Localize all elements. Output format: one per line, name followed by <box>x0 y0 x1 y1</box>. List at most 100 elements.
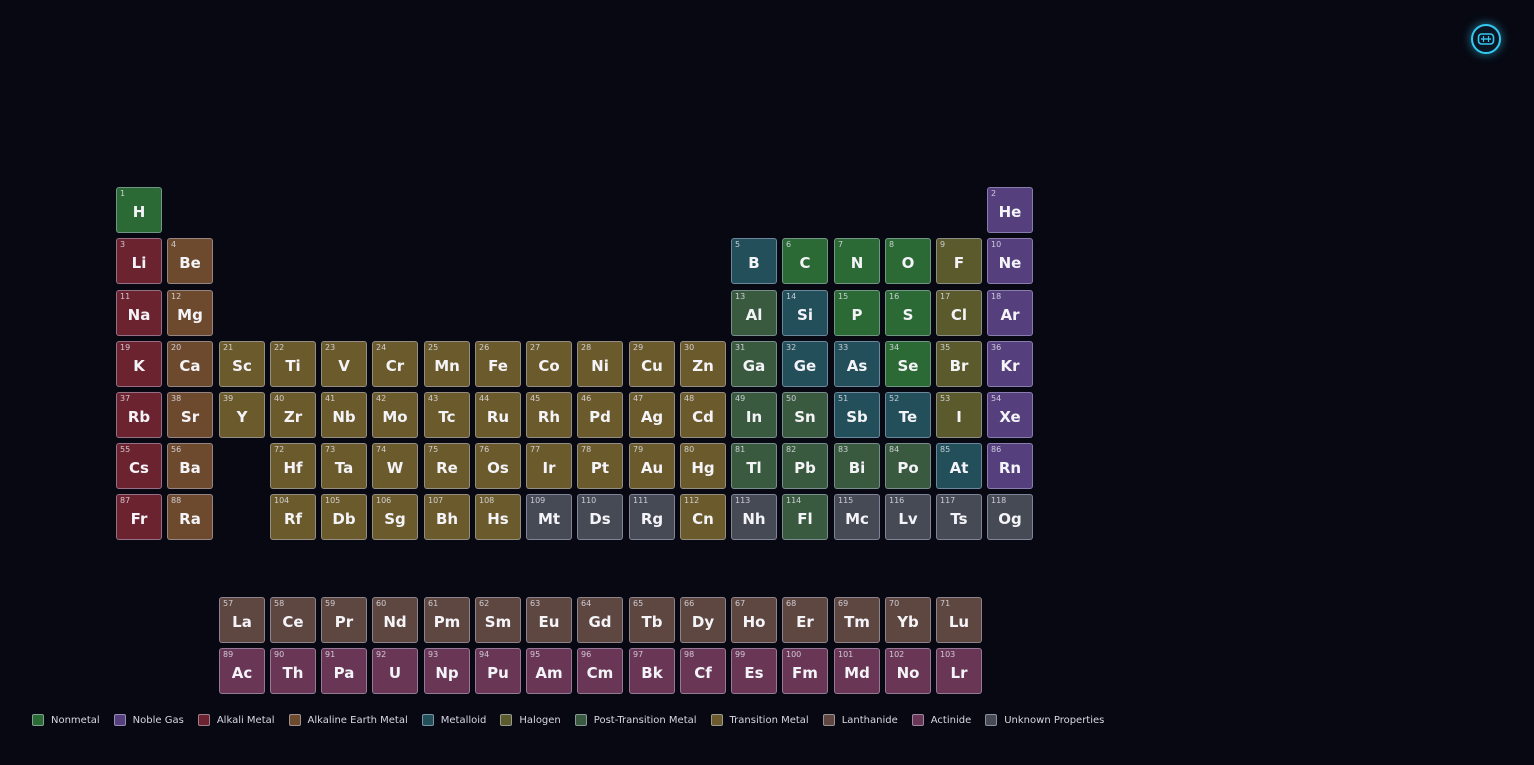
legend-item-actinide[interactable]: Actinide <box>911 714 971 726</box>
element-cell-md[interactable]: 101 Md <box>834 648 880 694</box>
element-cell-mt[interactable]: 109 Mt <box>526 494 572 540</box>
legend-item-noble[interactable]: Noble Gas <box>113 714 184 726</box>
element-cell-mg[interactable]: 12 Mg <box>167 290 213 336</box>
element-cell-sn[interactable]: 50 Sn <box>782 392 828 438</box>
element-cell-ac[interactable]: 89 Ac <box>219 648 265 694</box>
element-cell-np[interactable]: 93 Np <box>424 648 470 694</box>
element-cell-i[interactable]: 53 I <box>936 392 982 438</box>
element-cell-ta[interactable]: 73 Ta <box>321 443 367 489</box>
element-cell-sr[interactable]: 38 Sr <box>167 392 213 438</box>
element-cell-au[interactable]: 79 Au <box>629 443 675 489</box>
element-cell-as[interactable]: 33 As <box>834 341 880 387</box>
element-cell-u[interactable]: 92 U <box>372 648 418 694</box>
element-cell-og[interactable]: 118 Og <box>987 494 1033 540</box>
element-cell-cm[interactable]: 96 Cm <box>577 648 623 694</box>
element-cell-rf[interactable]: 104 Rf <box>270 494 316 540</box>
element-cell-mn[interactable]: 25 Mn <box>424 341 470 387</box>
element-cell-be[interactable]: 4 Be <box>167 238 213 284</box>
element-cell-at[interactable]: 85 At <box>936 443 982 489</box>
element-cell-ds[interactable]: 110 Ds <box>577 494 623 540</box>
element-cell-os[interactable]: 76 Os <box>475 443 521 489</box>
theme-toggle-button[interactable] <box>1471 24 1501 54</box>
element-cell-tm[interactable]: 69 Tm <box>834 597 880 643</box>
legend-item-alkaline[interactable]: Alkaline Earth Metal <box>288 714 408 726</box>
element-cell-sb[interactable]: 51 Sb <box>834 392 880 438</box>
element-cell-er[interactable]: 68 Er <box>782 597 828 643</box>
element-cell-re[interactable]: 75 Re <box>424 443 470 489</box>
element-cell-tc[interactable]: 43 Tc <box>424 392 470 438</box>
element-cell-si[interactable]: 14 Si <box>782 290 828 336</box>
element-cell-tl[interactable]: 81 Tl <box>731 443 777 489</box>
element-cell-db[interactable]: 105 Db <box>321 494 367 540</box>
element-cell-tb[interactable]: 65 Tb <box>629 597 675 643</box>
legend-item-lanthanide[interactable]: Lanthanide <box>822 714 898 726</box>
element-cell-pb[interactable]: 82 Pb <box>782 443 828 489</box>
element-cell-fm[interactable]: 100 Fm <box>782 648 828 694</box>
element-cell-fl[interactable]: 114 Fl <box>782 494 828 540</box>
element-cell-mo[interactable]: 42 Mo <box>372 392 418 438</box>
element-cell-pu[interactable]: 94 Pu <box>475 648 521 694</box>
element-cell-no[interactable]: 102 No <box>885 648 931 694</box>
element-cell-rb[interactable]: 37 Rb <box>116 392 162 438</box>
legend-item-halogen[interactable]: Halogen <box>500 714 561 726</box>
element-cell-kr[interactable]: 36 Kr <box>987 341 1033 387</box>
legend-item-alkali[interactable]: Alkali Metal <box>197 714 275 726</box>
element-cell-na[interactable]: 11 Na <box>116 290 162 336</box>
element-cell-cn[interactable]: 112 Cn <box>680 494 726 540</box>
element-cell-pt[interactable]: 78 Pt <box>577 443 623 489</box>
legend-item-unknown[interactable]: Unknown Properties <box>985 714 1104 726</box>
element-cell-nd[interactable]: 60 Nd <box>372 597 418 643</box>
element-cell-lv[interactable]: 116 Lv <box>885 494 931 540</box>
element-cell-lr[interactable]: 103 Lr <box>936 648 982 694</box>
element-cell-al[interactable]: 13 Al <box>731 290 777 336</box>
element-cell-hf[interactable]: 72 Hf <box>270 443 316 489</box>
element-cell-sc[interactable]: 21 Sc <box>219 341 265 387</box>
element-cell-bi[interactable]: 83 Bi <box>834 443 880 489</box>
element-cell-ni[interactable]: 28 Ni <box>577 341 623 387</box>
element-cell-rn[interactable]: 86 Rn <box>987 443 1033 489</box>
element-cell-fr[interactable]: 87 Fr <box>116 494 162 540</box>
legend-item-posttrans[interactable]: Post-Transition Metal <box>574 714 697 726</box>
element-cell-ca[interactable]: 20 Ca <box>167 341 213 387</box>
element-cell-ga[interactable]: 31 Ga <box>731 341 777 387</box>
element-cell-xe[interactable]: 54 Xe <box>987 392 1033 438</box>
element-cell-li[interactable]: 3 Li <box>116 238 162 284</box>
element-cell-pa[interactable]: 91 Pa <box>321 648 367 694</box>
element-cell-hg[interactable]: 80 Hg <box>680 443 726 489</box>
element-cell-th[interactable]: 90 Th <box>270 648 316 694</box>
element-cell-he[interactable]: 2 He <box>987 187 1033 233</box>
element-cell-ar[interactable]: 18 Ar <box>987 290 1033 336</box>
legend-item-metalloid[interactable]: Metalloid <box>421 714 486 726</box>
element-cell-nh[interactable]: 113 Nh <box>731 494 777 540</box>
element-cell-nb[interactable]: 41 Nb <box>321 392 367 438</box>
element-cell-lu[interactable]: 71 Lu <box>936 597 982 643</box>
element-cell-cu[interactable]: 29 Cu <box>629 341 675 387</box>
element-cell-rh[interactable]: 45 Rh <box>526 392 572 438</box>
element-cell-ra[interactable]: 88 Ra <box>167 494 213 540</box>
element-cell-fe[interactable]: 26 Fe <box>475 341 521 387</box>
element-cell-k[interactable]: 19 K <box>116 341 162 387</box>
element-cell-ne[interactable]: 10 Ne <box>987 238 1033 284</box>
element-cell-gd[interactable]: 64 Gd <box>577 597 623 643</box>
element-cell-ce[interactable]: 58 Ce <box>270 597 316 643</box>
element-cell-br[interactable]: 35 Br <box>936 341 982 387</box>
element-cell-pr[interactable]: 59 Pr <box>321 597 367 643</box>
element-cell-cf[interactable]: 98 Cf <box>680 648 726 694</box>
element-cell-mc[interactable]: 115 Mc <box>834 494 880 540</box>
element-cell-zr[interactable]: 40 Zr <box>270 392 316 438</box>
element-cell-ge[interactable]: 32 Ge <box>782 341 828 387</box>
element-cell-dy[interactable]: 66 Dy <box>680 597 726 643</box>
element-cell-eu[interactable]: 63 Eu <box>526 597 572 643</box>
element-cell-rg[interactable]: 111 Rg <box>629 494 675 540</box>
element-cell-cd[interactable]: 48 Cd <box>680 392 726 438</box>
element-cell-es[interactable]: 99 Es <box>731 648 777 694</box>
element-cell-la[interactable]: 57 La <box>219 597 265 643</box>
element-cell-se[interactable]: 34 Se <box>885 341 931 387</box>
element-cell-zn[interactable]: 30 Zn <box>680 341 726 387</box>
element-cell-s[interactable]: 16 S <box>885 290 931 336</box>
